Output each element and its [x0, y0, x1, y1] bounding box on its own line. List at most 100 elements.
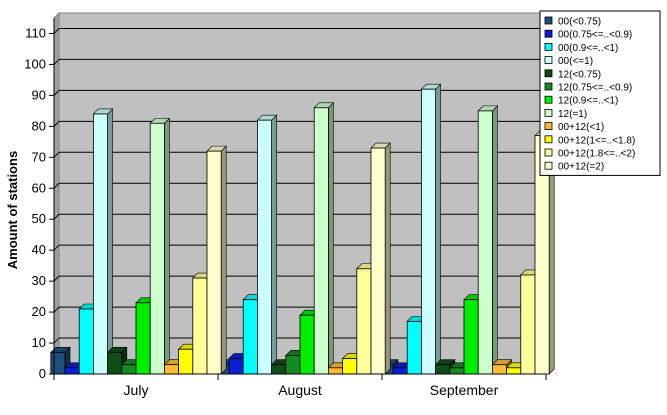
bar — [228, 358, 244, 375]
bar — [356, 268, 372, 375]
legend-label: 00+12(1.8<=..<2) — [558, 149, 635, 160]
legend-swatch — [544, 69, 553, 78]
legend-swatch — [544, 135, 553, 144]
y-tick-label: 40 — [32, 242, 46, 257]
y-tick-label: 80 — [32, 118, 46, 133]
gridline-depth — [53, 306, 60, 313]
bar — [242, 299, 258, 375]
gridline-depth — [53, 120, 60, 127]
plot-side-wall — [53, 11, 60, 376]
bar — [121, 364, 137, 375]
gridline-depth — [53, 213, 60, 220]
y-tick-label: 60 — [32, 180, 46, 195]
gridline-depth — [53, 28, 60, 34]
bar — [192, 277, 208, 375]
bar — [463, 299, 479, 375]
bar — [285, 355, 301, 375]
x-tick-label: September — [430, 382, 499, 398]
y-tick-label: 70 — [32, 149, 46, 164]
legend-label: 12(0.75<=..<0.9) — [558, 83, 632, 94]
y-tick-label: 100 — [24, 56, 46, 71]
bar — [163, 364, 179, 375]
y-tick-label: 0 — [39, 366, 46, 381]
legend-swatch — [544, 56, 553, 64]
bar — [149, 122, 165, 375]
bar — [313, 107, 329, 375]
bar — [520, 274, 536, 375]
bar — [271, 364, 287, 375]
gridline-depth — [53, 90, 60, 96]
bar-side — [107, 108, 113, 375]
gridline-depth — [53, 182, 60, 189]
gridline-depth — [53, 59, 60, 65]
legend-swatch — [544, 122, 553, 130]
bars — [50, 83, 555, 375]
legend-label: 00(<=1) — [558, 56, 593, 67]
legend-box — [539, 10, 661, 176]
bar-side — [271, 114, 277, 375]
legend-label: 00(0.75<=..<0.9) — [558, 30, 632, 41]
bar — [342, 358, 358, 375]
gridline-depth — [53, 244, 60, 251]
bar-side — [328, 102, 334, 375]
y-tick-labels: 0 10 20 30 40 50 60 70 80 90 100 110 — [24, 25, 46, 381]
bar — [370, 147, 386, 375]
bar — [256, 119, 272, 375]
legend-swatch — [544, 43, 553, 51]
axes — [49, 18, 547, 380]
bar — [135, 302, 151, 375]
bar — [449, 367, 465, 375]
bar-side — [164, 117, 170, 375]
bar — [64, 367, 80, 375]
x-tick-label: August — [278, 382, 322, 398]
y-tick-label: 110 — [25, 25, 46, 40]
bar — [327, 367, 343, 375]
bar — [435, 364, 451, 375]
legend-label: 12(=1) — [558, 109, 587, 120]
gridline-depth — [53, 337, 60, 344]
legend-label: 00+12(<1) — [558, 122, 604, 133]
legend: 00(<0.75) 00(0.75<=..<0.9) 00(0.9<=..<1) 00… — [539, 10, 661, 176]
legend-swatch — [544, 95, 553, 104]
y-tick-label: 50 — [32, 211, 46, 226]
legend-swatch — [544, 29, 553, 38]
bar — [50, 351, 66, 375]
bar-side — [492, 105, 498, 375]
bar — [93, 113, 109, 375]
bar-side — [384, 142, 391, 375]
legend-label: 00(0.9<=..<1) — [558, 43, 618, 54]
bar — [491, 364, 507, 375]
legend-swatch — [544, 109, 553, 117]
bar — [406, 320, 422, 375]
bar — [178, 348, 194, 375]
legend-swatch — [544, 161, 553, 170]
y-tick-label: 20 — [32, 304, 46, 319]
bar — [206, 150, 222, 375]
legend-label: 00+12(=2) — [558, 162, 604, 173]
x-tick-labels: July August September — [124, 382, 499, 398]
legend-label: 12(<0.75) — [558, 69, 601, 80]
legend-label: 12(0.9<=..<1) — [558, 96, 618, 107]
y-tick-label: 90 — [32, 87, 46, 102]
legend-swatch — [544, 148, 553, 157]
bar — [107, 351, 123, 375]
bar — [420, 88, 436, 375]
bar — [392, 367, 408, 375]
bar-side — [435, 83, 441, 375]
legend-swatch — [544, 16, 553, 25]
bar-side — [220, 145, 227, 375]
legend-label: 00(<0.75) — [558, 17, 601, 28]
legend-label: 00+12(1<=..<1.8) — [558, 135, 635, 146]
bar — [477, 110, 493, 375]
x-tick-label: July — [124, 382, 149, 398]
gridline-depth — [53, 151, 60, 158]
y-axis-label: Amount of stations — [5, 151, 20, 269]
gridline-depth — [53, 275, 60, 282]
y-tick-label: 10 — [32, 335, 46, 350]
bar — [299, 314, 315, 375]
bar — [78, 308, 94, 375]
y-tick-label: 30 — [32, 273, 46, 288]
bar — [506, 367, 522, 375]
legend-swatch — [544, 82, 553, 91]
